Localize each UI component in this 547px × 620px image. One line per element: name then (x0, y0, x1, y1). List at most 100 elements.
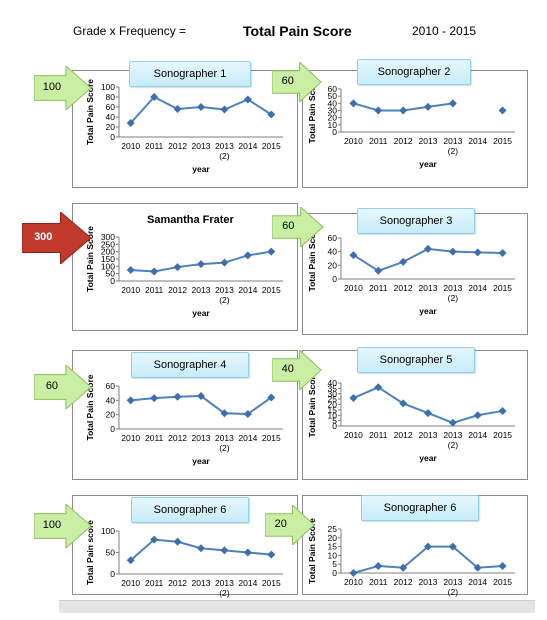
data-point (399, 563, 408, 572)
score-arrow: 60 (272, 62, 322, 102)
y-tick-label: 10 (328, 550, 338, 560)
y-tick-label: 0 (110, 424, 115, 434)
y-tick-label: 40 (328, 378, 338, 388)
x-tick-label-sub: (2) (448, 440, 459, 450)
arrow-score-label: 100 (42, 519, 62, 531)
y-tick-label: 30 (328, 389, 338, 399)
arrow-shape (22, 212, 92, 264)
data-point (498, 249, 507, 258)
y-tick-label: 0 (110, 569, 115, 579)
y-tick-label: 20 (328, 533, 338, 543)
data-point (220, 409, 229, 418)
data-point (173, 392, 182, 401)
x-tick-label: 2013 (192, 141, 211, 151)
chart-title: Sonographer 3 (357, 208, 475, 234)
y-axis-title: Total Pain score (85, 520, 95, 585)
x-tick-label: 2015 (493, 283, 512, 293)
y-tick-label: 20 (106, 122, 116, 132)
y-tick-label: 250 (101, 239, 115, 249)
data-point (267, 393, 276, 402)
data-point (267, 247, 276, 256)
x-tick-label: 2013 (419, 577, 438, 587)
x-tick-label: 2011 (369, 430, 388, 440)
data-point (424, 102, 432, 111)
x-tick-label: 2013 (215, 141, 234, 151)
data-point (243, 548, 252, 557)
chart-panel: 0 5 10 15 20 25 2010 2011 2012 2013 2013 (2) 2014 201… (302, 495, 528, 597)
score-arrow: 60 (34, 365, 92, 409)
x-tick-label: 2014 (468, 430, 487, 440)
chart-title: Sonographer 1 (129, 61, 251, 87)
chart-panel: 0 20 40 60 2010 2011 2012 2013 2013 (2) 2014 2015 ye… (72, 350, 298, 480)
y-tick-label: 50 (328, 91, 338, 101)
y-tick-label: 20 (328, 113, 338, 123)
data-point (374, 383, 383, 392)
y-tick-label: 25 (328, 394, 338, 404)
x-tick-label: 2015 (262, 433, 281, 443)
x-tick-label: 2012 (168, 141, 187, 151)
y-tick-label: 40 (106, 112, 116, 122)
x-tick-label-sub: (2) (219, 443, 230, 453)
chart-panel: 0 20 40 60 2010 2011 2012 2013 2013 (2) 2014 2015 ye… (302, 208, 528, 335)
score-arrow: 100 (34, 66, 92, 110)
arrow-score-label: 60 (45, 380, 59, 392)
x-tick-label: 2014 (468, 577, 487, 587)
y-axis-title: Total Pain Score (307, 371, 317, 437)
y-tick-label: 0 (110, 276, 115, 286)
y-tick-label: 20 (328, 400, 338, 410)
data-point (267, 550, 276, 559)
x-tick-label: 2013 (443, 577, 462, 587)
chart-panel: 0 50 100 2010 2011 2012 2013 2013 (2) 2014 2015 Tot… (72, 495, 298, 598)
y-tick-label: 80 (106, 92, 116, 102)
x-tick-label: 2015 (493, 430, 512, 440)
y-axis-title: Total Pain Score (85, 374, 95, 440)
arrow-shape (34, 504, 92, 548)
data-point (473, 563, 482, 572)
x-tick-label: 2013 (215, 285, 234, 295)
data-point (374, 561, 383, 570)
y-axis-title: Total Pain Score (85, 79, 95, 145)
data-point (448, 247, 457, 256)
x-tick-label-sub: (2) (448, 293, 459, 303)
horizontal-scrollbar[interactable] (59, 600, 535, 613)
x-tick-label: 2014 (238, 433, 257, 443)
x-tick-label: 2011 (145, 141, 164, 151)
x-axis-title: year (419, 159, 437, 169)
score-arrow: 100 (34, 504, 92, 548)
header-left-text: Grade x Frequency = (73, 24, 187, 38)
x-tick-label: 2014 (238, 285, 257, 295)
data-point (220, 105, 229, 114)
x-tick-label: 2013 (419, 430, 438, 440)
y-tick-label: 15 (328, 405, 338, 415)
y-tick-label: 60 (106, 102, 116, 112)
x-tick-label: 2011 (369, 136, 388, 146)
data-point (498, 106, 507, 115)
data-point (473, 411, 482, 420)
x-tick-label: 2015 (262, 285, 281, 295)
x-tick-label: 2013 (419, 283, 438, 293)
data-point (399, 106, 408, 115)
arrow-score-label: 40 (281, 363, 294, 375)
chart-title: Sonographer 5 (357, 347, 475, 373)
x-tick-label: 2010 (344, 577, 363, 587)
x-tick-label-sub: (2) (219, 151, 230, 161)
chart-panel: 0 10 20 30 40 50 60 2010 2011 2012 2013 2013 (2) 2014… (302, 59, 528, 188)
x-tick-label: 2012 (394, 283, 413, 293)
score-arrow: 20 (265, 505, 315, 545)
y-tick-label: 60 (106, 381, 116, 391)
x-tick-label: 2014 (238, 141, 257, 151)
data-point (448, 542, 457, 551)
data-point (220, 258, 229, 267)
data-point (498, 406, 507, 415)
data-point (448, 99, 457, 108)
x-tick-label: 2011 (145, 433, 164, 443)
x-tick-label: 2013 (192, 578, 211, 588)
data-point (399, 257, 408, 266)
arrow-shape (265, 505, 315, 545)
x-tick-label: 2010 (344, 283, 363, 293)
arrow-score-label: 60 (281, 75, 294, 87)
data-point (349, 394, 358, 403)
